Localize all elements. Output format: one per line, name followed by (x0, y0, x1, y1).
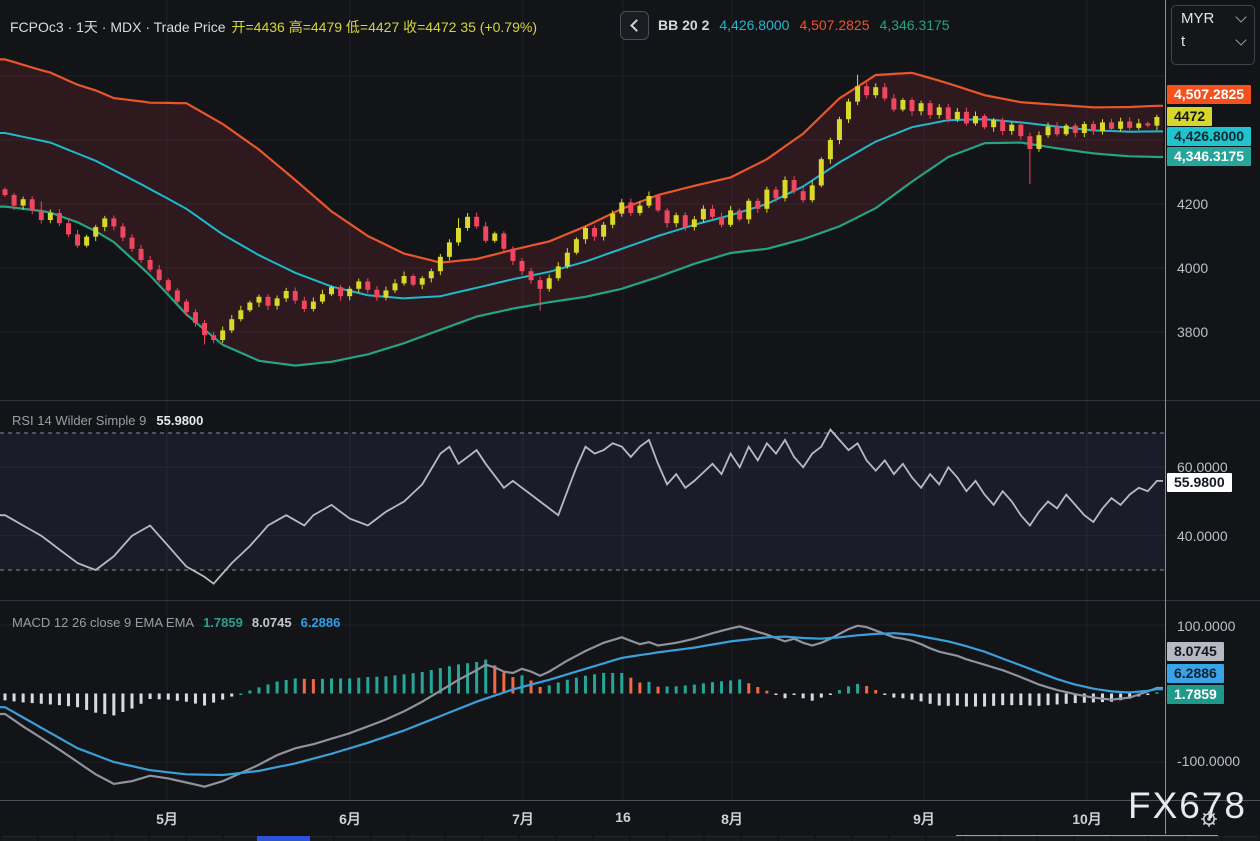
bottom-strip-segment (594, 836, 629, 841)
symbol-title[interactable]: FCPOc3 · 1天 · MDX · Trade Price (10, 19, 226, 35)
axis-price-label: 8.0745 (1167, 642, 1224, 661)
axis-price-label: 4,346.3175 (1167, 147, 1252, 166)
axis-price-label: 55.9800 (1167, 473, 1232, 492)
bb-basis-value: 4,426.8000 (719, 17, 790, 33)
time-tick-label: 7月 (512, 811, 534, 827)
bottom-strip-segment (853, 836, 888, 841)
axis-tick-label: 40.0000 (1177, 528, 1228, 544)
axis-tick-label: 100.0000 (1177, 618, 1236, 634)
axis-price-label: 1.7859 (1167, 685, 1224, 704)
bottom-strip-segment (964, 836, 999, 841)
currency-row[interactable]: MYR (1172, 6, 1254, 29)
macd-line-value: 8.0745 (251, 615, 292, 630)
bottom-strip-segment (224, 836, 259, 841)
bottom-strip-segment (335, 836, 370, 841)
bottom-strip-segment (298, 836, 333, 841)
price-scale[interactable]: 4200 4000 3800 60.0000 40.0000 100.0000 -100.0… (1166, 0, 1260, 800)
chart-panes[interactable] (0, 0, 1166, 800)
bottom-strip-segment (779, 836, 814, 841)
bottom-strip-segment (816, 836, 851, 841)
time-axis-border (0, 800, 1260, 801)
bottom-strip-segment (742, 836, 777, 841)
macd-hist-value: 1.7859 (203, 615, 243, 630)
fx678-watermark: FX678 (1128, 785, 1248, 826)
bottom-strip-segment (1149, 836, 1184, 841)
currency-unit-dropdown[interactable]: MYR t (1171, 5, 1255, 65)
axis-tick-label: 4000 (1177, 260, 1209, 276)
axis-price-label: 6.2886 (1167, 664, 1224, 683)
collapse-legend-button[interactable] (620, 11, 649, 40)
chevron-down-icon (1235, 11, 1247, 23)
chart-legend: FCPOc3 · 1天 · MDX · Trade Price 开=4436 高… (10, 17, 537, 37)
macd-indicator-legend[interactable]: MACD 12 26 close 9 EMA EMA 1.7859 8.0745… (12, 615, 340, 630)
bottom-strip-segment (113, 836, 148, 841)
pane-separator[interactable] (0, 400, 1260, 401)
rsi-title: RSI 14 Wilder Simple 9 (12, 413, 147, 428)
price-axis-border (1165, 0, 1166, 834)
bb-upper-value: 4,507.2825 (799, 17, 870, 33)
axis-settings-gear-icon[interactable] (1200, 810, 1218, 828)
unit-value: t (1181, 33, 1186, 50)
bottom-strip-segment (1038, 836, 1073, 841)
bottom-strip-segment (1223, 836, 1258, 841)
bottom-strip-segment (668, 836, 703, 841)
time-tick-label: 5月 (156, 811, 178, 827)
scrollbar-thumb[interactable] (257, 836, 310, 841)
bottom-strip-segment (150, 836, 185, 841)
bottom-strip-segment (483, 836, 518, 841)
time-tick-label: 16 (615, 809, 631, 825)
unit-row[interactable]: t (1172, 29, 1254, 52)
bottom-strip-segment (890, 836, 925, 841)
ohlc-values: 开=4436 高=4479 低=4427 收=4472 35 (+0.79%) (231, 19, 537, 35)
chevron-down-icon (1235, 34, 1247, 46)
macd-signal-value: 6.2886 (300, 615, 341, 630)
time-tick-label: 6月 (339, 811, 361, 827)
time-tick-label: 9月 (913, 811, 935, 827)
bottom-strip-segment (631, 836, 666, 841)
bottom-strip-segment (1186, 836, 1221, 841)
bottom-strip-segment (520, 836, 555, 841)
chevron-left-icon (629, 19, 643, 32)
bottom-strip-segment (446, 836, 481, 841)
bottom-strip-segment (1075, 836, 1110, 841)
bottom-strip-segment (557, 836, 592, 841)
rsi-value: 55.9800 (156, 413, 204, 428)
bottom-strip-segment (39, 836, 74, 841)
axis-price-label: 4472 (1167, 107, 1213, 126)
bottom-strip-segment (705, 836, 740, 841)
time-scale[interactable]: 5月 6月 7月 16 8月 9月 10月 (0, 801, 1260, 834)
bottom-scrollbar[interactable] (0, 835, 1260, 841)
axis-tick-label: 4200 (1177, 196, 1209, 212)
axis-tick-label: 60.0000 (1177, 459, 1228, 475)
bb-lower-value: 4,346.3175 (879, 17, 950, 33)
rsi-indicator-legend[interactable]: RSI 14 Wilder Simple 9 55.9800 (12, 413, 203, 428)
bottom-strip-segment (76, 836, 111, 841)
macd-title: MACD 12 26 close 9 EMA EMA (12, 615, 195, 630)
time-tick-label: 10月 (1072, 811, 1102, 827)
bottom-strip-segment (1001, 836, 1036, 841)
axis-price-label: 4,507.2825 (1167, 85, 1252, 104)
bottom-strip-segment (1112, 836, 1147, 841)
pane-separator[interactable] (0, 600, 1260, 601)
bottom-strip-segment (187, 836, 222, 841)
bottom-panel-border (956, 835, 1218, 836)
bottom-strip-segment (2, 836, 37, 841)
bb-indicator-legend[interactable]: BB 20 2 4,426.8000 4,507.2825 4,346.3175 (658, 17, 950, 33)
time-tick-label: 8月 (721, 811, 743, 827)
axis-price-label: 4,426.8000 (1167, 127, 1252, 146)
bottom-strip-segment (927, 836, 962, 841)
bb-label: BB 20 2 (658, 17, 710, 33)
axis-tick-label: 3800 (1177, 324, 1209, 340)
axis-tick-label: -100.0000 (1177, 753, 1241, 769)
bottom-strip-segment (409, 836, 444, 841)
bottom-strip-segment (372, 836, 407, 841)
currency-value: MYR (1181, 10, 1215, 27)
